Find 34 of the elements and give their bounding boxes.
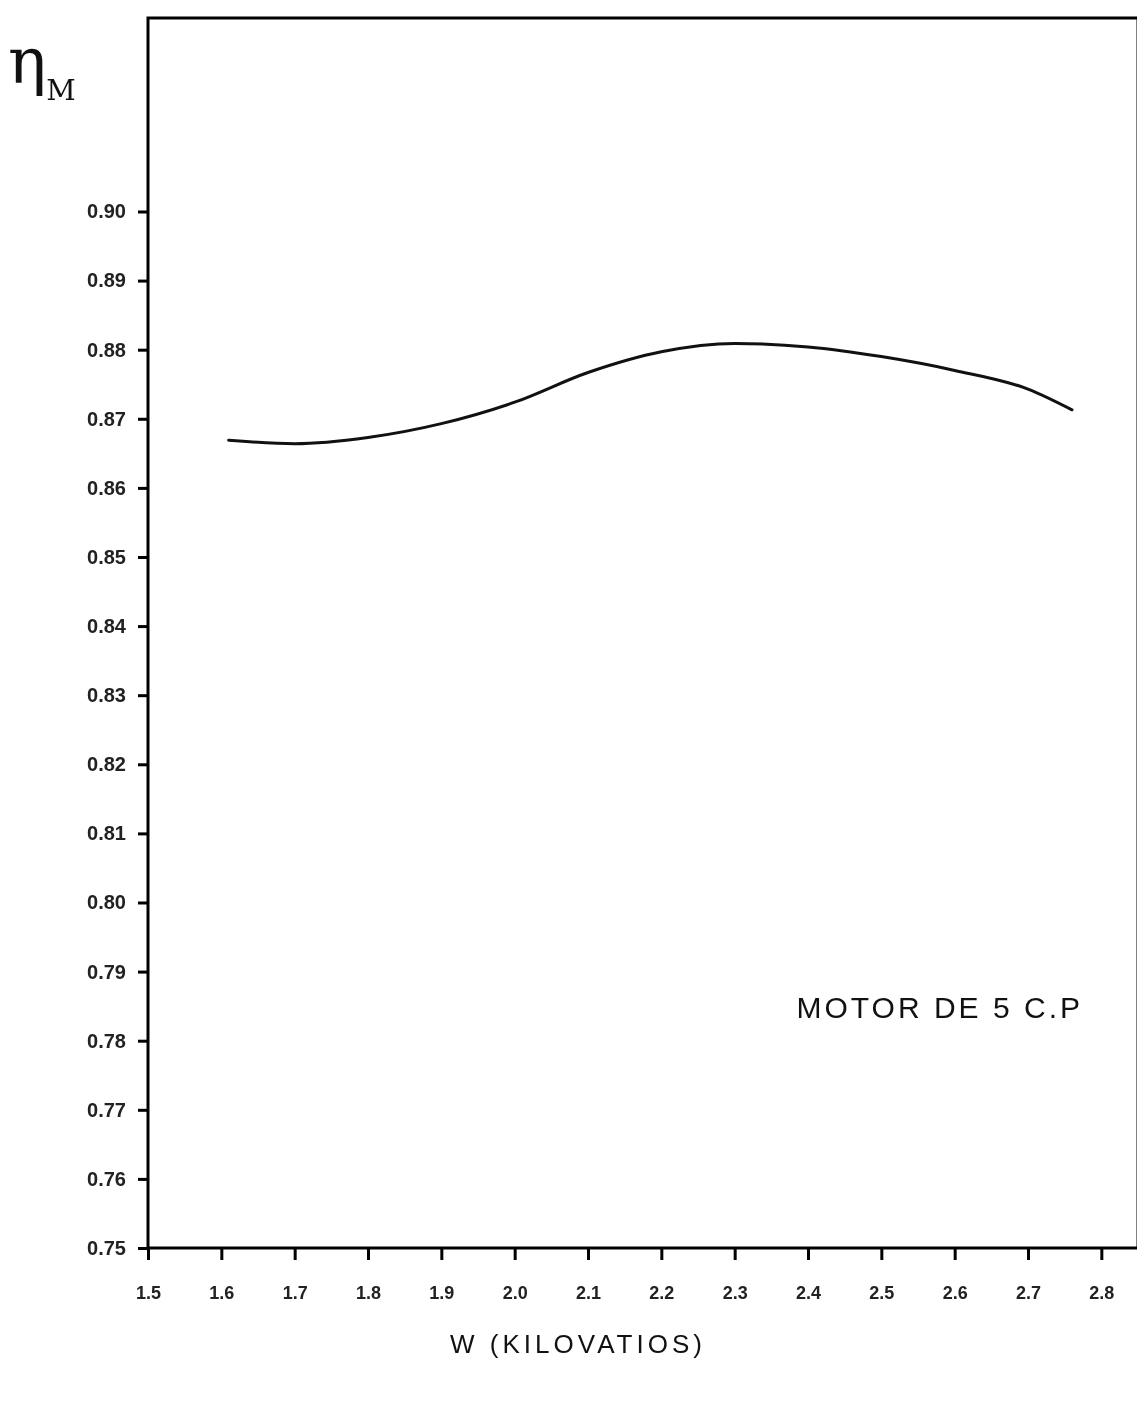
y-tick-label: 0.88 <box>87 338 126 361</box>
y-tick-label: 0.78 <box>87 1029 126 1052</box>
x-tick-label: 1.6 <box>209 1282 235 1303</box>
y-tick-label: 0.75 <box>87 1236 126 1259</box>
y-tick-label: 0.80 <box>87 891 126 914</box>
y-tick-label: 0.90 <box>87 200 126 223</box>
x-tick-label: 1.7 <box>282 1282 308 1303</box>
annotation: MOTOR DE 5 C.P <box>796 991 1083 1024</box>
y-tick-label: 0.82 <box>87 753 126 776</box>
x-tick-label: 2.7 <box>1015 1282 1042 1303</box>
x-tick-label: 2.3 <box>722 1282 748 1303</box>
y-tick-label: 0.85 <box>87 545 126 568</box>
y-tick-label: 0.87 <box>87 407 126 430</box>
y-tick-label: 0.79 <box>87 960 126 983</box>
y-tick-label: 0.86 <box>87 476 126 499</box>
x-tick-label: 1.8 <box>355 1282 382 1303</box>
x-tick-label: 2.6 <box>942 1282 968 1303</box>
y-tick-label: 0.81 <box>87 822 126 845</box>
y-tick-label: 0.84 <box>87 614 127 637</box>
y-tick-label: 0.83 <box>87 684 126 707</box>
x-tick-label: 1.9 <box>429 1282 455 1303</box>
x-tick-label: 2.1 <box>575 1282 602 1303</box>
x-tick-label: 1.5 <box>135 1282 162 1303</box>
x-axis-title: W (KILOVATIOS) <box>450 1329 706 1359</box>
x-tick-label: 2.0 <box>502 1282 528 1303</box>
x-tick-label: 2.8 <box>1089 1282 1115 1303</box>
line-series <box>227 341 1074 446</box>
y-tick-label: 0.89 <box>87 269 126 292</box>
x-tick-label: 2.4 <box>795 1282 822 1303</box>
y-axis-title: η$_{M}$ <box>8 24 76 107</box>
y-tick-label: 0.77 <box>87 1098 126 1121</box>
x-tick-label: 2.5 <box>869 1282 895 1303</box>
y-tick-label: 0.76 <box>87 1167 126 1190</box>
x-tick-label: 2.2 <box>649 1282 675 1303</box>
